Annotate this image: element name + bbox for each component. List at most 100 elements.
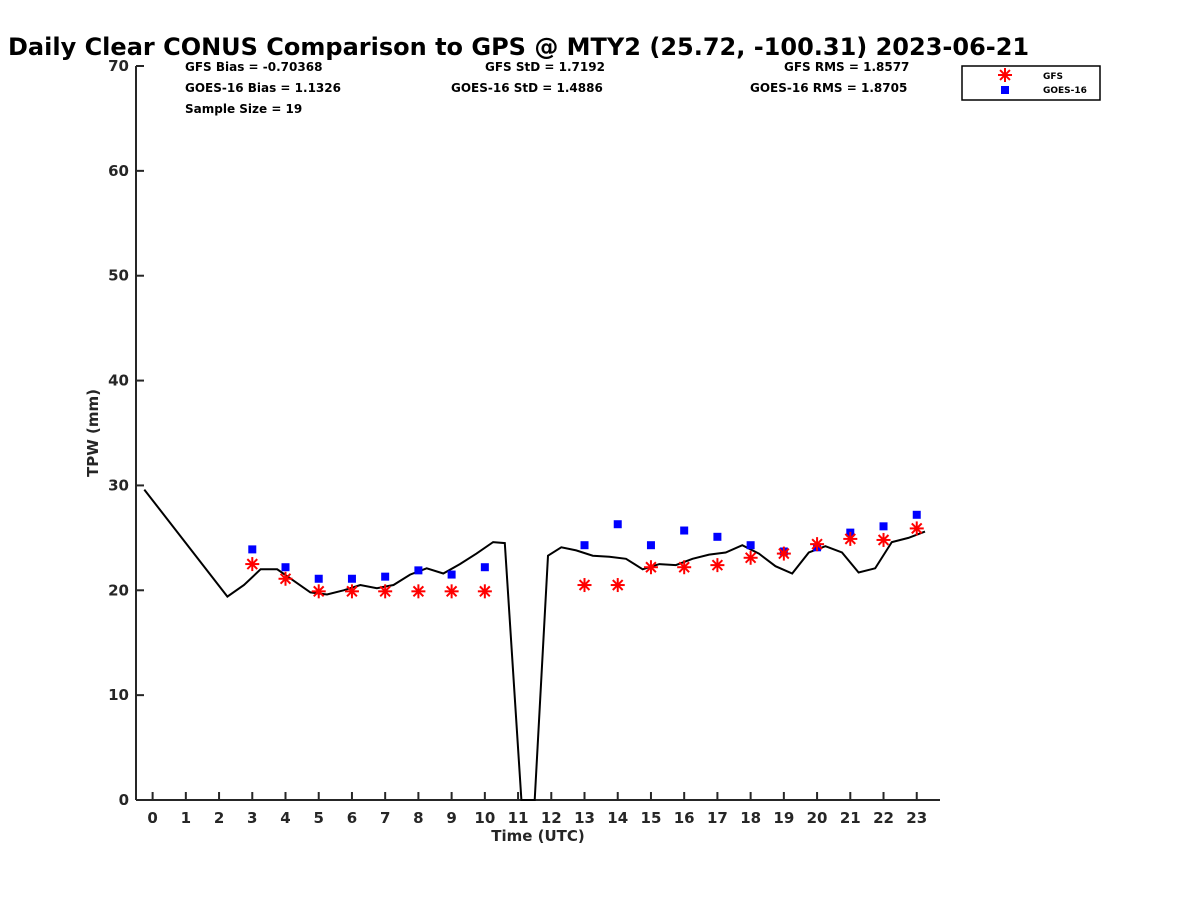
gfs-point-stroke [844, 533, 856, 545]
gfs-point [843, 531, 858, 546]
gfs-point [378, 584, 393, 599]
x-tick-label: 18 [740, 809, 761, 827]
x-tick-label: 15 [641, 809, 662, 827]
gfs-point [909, 521, 924, 536]
plot-data [143, 488, 926, 801]
goes-point [680, 526, 689, 535]
gps-line [143, 488, 926, 801]
x-tick-label: 16 [674, 809, 695, 827]
gfs-point-stroke [911, 522, 923, 535]
gfs-point [743, 550, 758, 565]
gfs-point [477, 584, 492, 599]
goes-point [314, 574, 323, 583]
gfs-point [245, 557, 260, 572]
legend-gfs-asterisk-stroke [999, 69, 1011, 81]
goes-rms-text: GOES-16 RMS = 1.8705 [750, 81, 907, 95]
axes: 0 1 2 3 4 5 6 7 8 9 10 11 12 13 14 15 16 17 18 19 20 21 22 2301… [108, 57, 940, 827]
x-tick-label: 2 [214, 809, 224, 827]
legend-gfs-marker [998, 68, 1012, 82]
x-tick-label: 3 [247, 809, 257, 827]
x-tick-label: 17 [707, 809, 728, 827]
goes-point [912, 510, 921, 519]
x-tick-label: 22 [873, 809, 894, 827]
y-tick-label: 60 [108, 162, 129, 180]
gfs-point-stroke [246, 558, 258, 570]
legend-gfs-label: GFS [1043, 72, 1063, 82]
x-tick-label: 12 [541, 809, 562, 827]
goes-point [248, 545, 257, 554]
goes-point [879, 522, 888, 531]
x-tick-label: 13 [574, 809, 595, 827]
chart-title: Daily Clear CONUS Comparison to GPS @ MT… [8, 33, 1029, 61]
x-tick-label: 7 [380, 809, 390, 827]
gfs-point-stroke [612, 579, 624, 591]
goes-point [414, 566, 423, 575]
gfs-point [278, 571, 293, 586]
x-tick-label: 23 [906, 809, 927, 827]
x-tick-label: 6 [347, 809, 357, 827]
goes-point [381, 572, 390, 581]
x-tick-label: 10 [474, 809, 495, 827]
y-tick-label: 20 [108, 581, 129, 599]
x-tick-label: 8 [413, 809, 423, 827]
legend-goes-label: GOES-16 [1043, 86, 1087, 96]
gfs-point [610, 578, 625, 593]
x-tick-label: 4 [280, 809, 290, 827]
goes-point [281, 563, 290, 572]
y-tick-label: 40 [108, 372, 129, 390]
sample-size-text: Sample Size = 19 [185, 102, 302, 116]
legend-box [961, 65, 1101, 101]
goes-point [447, 570, 456, 579]
y-tick-label: 70 [108, 57, 129, 75]
goes-point [746, 541, 755, 550]
x-tick-label: 5 [314, 809, 324, 827]
goes-point [347, 574, 356, 583]
gfs-point [444, 584, 459, 599]
gfs-point [876, 532, 891, 547]
gfs-point [643, 560, 658, 575]
goes-std-text: GOES-16 StD = 1.4886 [451, 81, 603, 95]
gfs-point [810, 537, 825, 552]
x-tick-label: 9 [446, 809, 456, 827]
y-axis-title: TPW (mm) [84, 389, 102, 477]
gfs-point [577, 578, 592, 593]
gfs-point-stroke [445, 585, 458, 597]
goes-bias-text: GOES-16 Bias = 1.1326 [185, 81, 341, 95]
y-tick-label: 30 [108, 476, 129, 494]
gfs-point-stroke [711, 559, 724, 571]
gfs-point [411, 584, 426, 599]
gfs-point [344, 584, 359, 599]
x-tick-label: 0 [147, 809, 157, 827]
gfs-point-stroke [877, 534, 890, 546]
goes-point [613, 520, 622, 529]
gfs-point [710, 558, 725, 573]
gfs-point-stroke [346, 585, 358, 597]
x-axis-title: Time (UTC) [491, 827, 585, 845]
gfs-bias-text: GFS Bias = -0.70368 [185, 60, 322, 74]
x-tick-label: 21 [840, 809, 861, 827]
x-tick-label: 20 [807, 809, 828, 827]
gfs-point-stroke [778, 547, 790, 560]
gfs-point-stroke [412, 585, 425, 597]
x-tick-label: 14 [607, 809, 628, 827]
gfs-rms-text: GFS RMS = 1.8577 [784, 60, 909, 74]
x-tick-label: 1 [181, 809, 191, 827]
goes-point [713, 532, 722, 541]
y-tick-label: 50 [108, 267, 129, 285]
gfs-point-stroke [811, 538, 823, 550]
gfs-std-text: GFS StD = 1.7192 [485, 60, 605, 74]
gfs-point-stroke [379, 585, 391, 597]
gfs-point-stroke [744, 552, 757, 564]
goes-point [580, 541, 589, 550]
goes-point [646, 541, 655, 550]
gfs-point-stroke [645, 561, 657, 573]
gfs-point-stroke [279, 573, 292, 585]
legend-goes-marker [1001, 86, 1009, 94]
gfs-point-stroke [479, 585, 491, 597]
legend-gfs-asterisk [998, 68, 1012, 82]
gfs-point-stroke [678, 561, 690, 573]
gfs-point [677, 560, 692, 575]
y-tick-label: 10 [108, 686, 129, 704]
x-tick-label: 11 [508, 809, 529, 827]
